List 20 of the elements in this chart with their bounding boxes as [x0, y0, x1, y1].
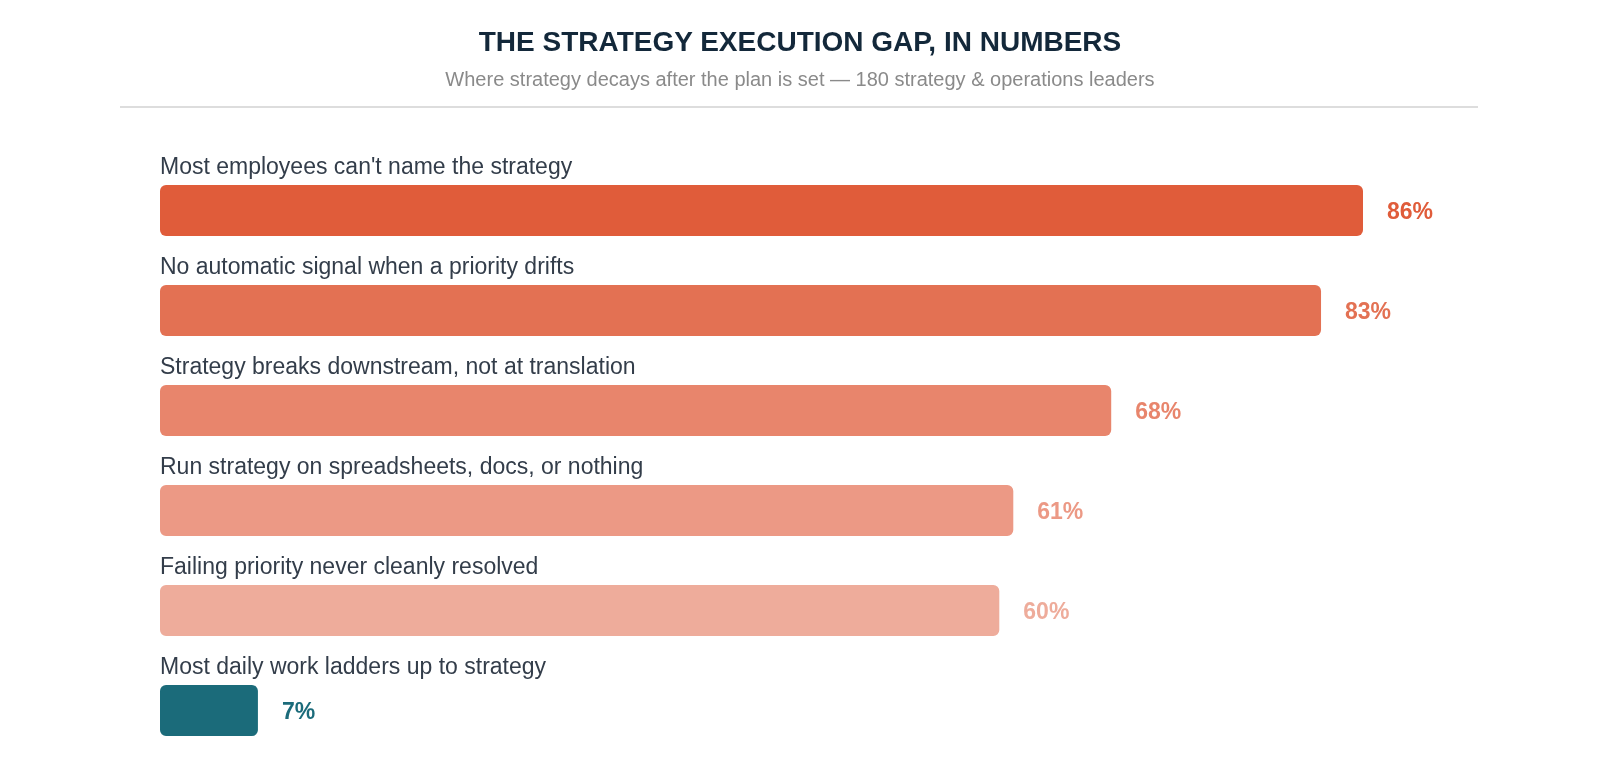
y-tick-label: No automatic signal when a priority drifts	[160, 253, 575, 279]
bar	[160, 485, 1014, 536]
bar	[160, 285, 1322, 336]
bar	[160, 685, 258, 736]
y-tick-label: Failing priority never cleanly resolved	[160, 553, 539, 579]
bar	[160, 185, 1363, 236]
data-label: 83%	[1345, 297, 1392, 324]
y-tick-label: Run strategy on spreadsheets, docs, or nothing	[160, 453, 644, 479]
data-label: 60%	[1023, 597, 1070, 624]
data-label: 86%	[1387, 197, 1434, 224]
y-tick-label: Most employees can't name the strategy	[160, 153, 573, 179]
chart-subtitle: Where strategy decays after the plan is set — 180 strategy & operations leaders	[444, 68, 1156, 91]
bar	[160, 385, 1112, 436]
y-tick-label: Strategy breaks downstream, not at translation	[160, 353, 636, 379]
bar	[160, 585, 1000, 636]
chart-title: THE STRATEGY EXECUTION GAP, IN NUMBERS	[477, 25, 1123, 58]
y-tick-label: Most daily work ladders up to strategy	[160, 653, 547, 679]
data-label: 7%	[281, 697, 316, 724]
data-label: 68%	[1135, 397, 1182, 424]
data-label: 61%	[1037, 497, 1084, 524]
